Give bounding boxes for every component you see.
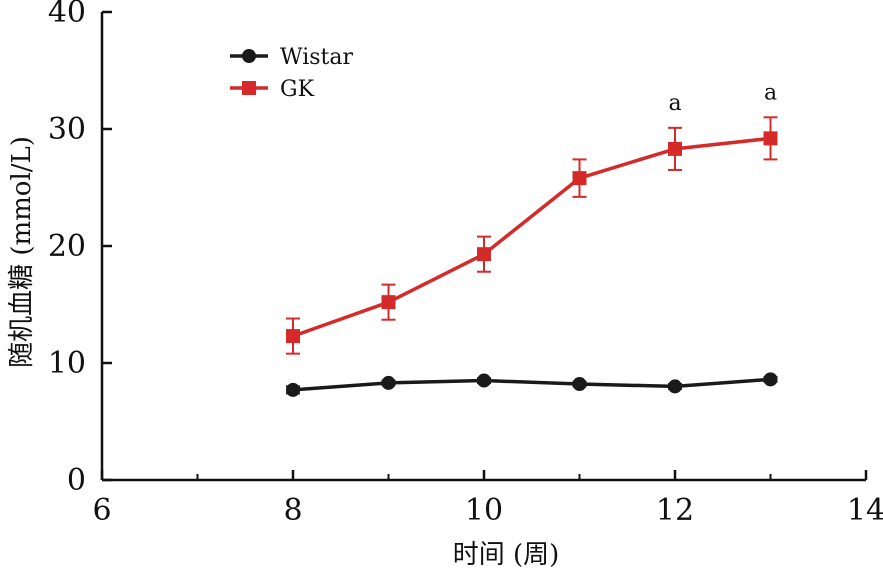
- data-point: [763, 372, 778, 387]
- y-tick-label: 30: [48, 112, 86, 147]
- data-point: [763, 131, 778, 146]
- x-tick-label: 6: [92, 493, 111, 528]
- series-line: [292, 136, 771, 338]
- data-point: [381, 295, 396, 310]
- x-tick-label: 14: [847, 493, 883, 528]
- series-wistar: [286, 372, 778, 397]
- data-point: [477, 247, 491, 262]
- legend-marker: [242, 49, 256, 63]
- data-point: [381, 375, 396, 390]
- legend-marker: [242, 81, 256, 95]
- axes: 0 10 20 30 40 6 8 10 12 14: [48, 0, 883, 528]
- legend-label: GK: [280, 77, 315, 102]
- data-point: [668, 379, 682, 394]
- data-point: [668, 141, 682, 156]
- x-tick-label: 12: [656, 493, 694, 528]
- data-point: [286, 329, 300, 344]
- data-point: [286, 382, 300, 397]
- annotation-label: a: [668, 91, 681, 116]
- annotation-label: a: [764, 80, 777, 105]
- x-tick-label: 10: [465, 493, 503, 528]
- data-point: [477, 373, 491, 388]
- legend-item-wistar: Wistar: [230, 45, 354, 70]
- series-line: [292, 377, 771, 392]
- series-layer: [286, 116, 778, 397]
- y-tick-label: 10: [48, 346, 86, 381]
- legend-label: Wistar: [280, 45, 354, 70]
- data-point: [572, 377, 587, 392]
- legend-item-gk: GK: [230, 77, 315, 102]
- data-point: [572, 171, 587, 186]
- y-tick-label: 0: [67, 463, 86, 498]
- legend: Wistar GK: [230, 45, 354, 102]
- series-gk: [286, 116, 778, 355]
- y-tick-label: 20: [48, 229, 86, 264]
- y-axis-title: 随机血糖 (mmol/L): [7, 136, 37, 368]
- x-tick-label: 8: [283, 493, 302, 528]
- y-tick-label: 40: [48, 0, 86, 30]
- x-axis-title: 时间 (周): [453, 540, 560, 570]
